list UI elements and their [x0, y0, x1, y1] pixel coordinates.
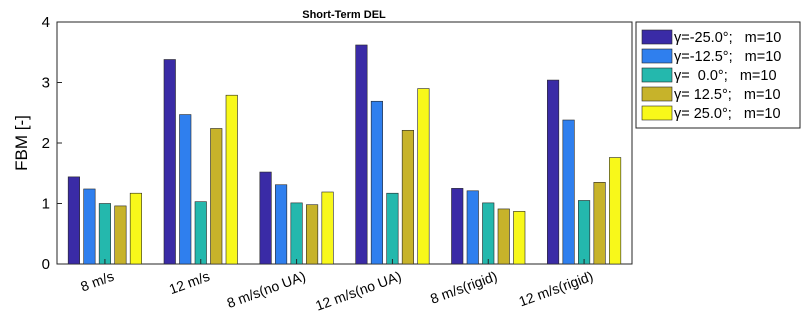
bar — [497, 208, 510, 265]
y-axis: 0 1 2 3 4 — [42, 14, 62, 273]
legend-label: γ=-25.0°; m=10 — [674, 30, 781, 46]
bar — [401, 129, 414, 265]
x-tick-label: 8 m/s — [78, 268, 116, 295]
x-tick-label: 12 m/s(no UA) — [313, 268, 403, 314]
legend: γ=-25.0°; m=10 γ=-12.5°; m=10 γ= 0.0°; m=1… — [635, 21, 801, 129]
bar — [321, 191, 334, 265]
legend-label: γ= 12.5°; m=10 — [674, 87, 781, 103]
bar — [179, 114, 192, 265]
bar — [210, 128, 223, 265]
legend-swatch — [641, 67, 673, 83]
legend-swatch — [641, 29, 673, 45]
bar — [194, 201, 207, 265]
legend-swatch — [641, 105, 673, 121]
y-tick-label: 4 — [42, 14, 50, 31]
x-tick-label: 8 m/s(rigid) — [428, 268, 499, 307]
bar — [98, 203, 111, 265]
x-tick-label: 8 m/s(no UA) — [225, 268, 308, 311]
bar — [114, 205, 127, 265]
bar — [163, 59, 176, 265]
bar — [370, 100, 383, 265]
legend-swatch — [641, 86, 673, 102]
bar — [593, 182, 606, 265]
y-axis-label: FBM [-] — [12, 115, 31, 171]
bar — [355, 44, 368, 265]
y-tick-label: 2 — [42, 135, 50, 152]
legend-swatch — [641, 48, 673, 64]
bar — [386, 192, 399, 265]
bar — [129, 192, 142, 265]
legend-label: γ= 25.0°; m=10 — [674, 106, 781, 122]
bar — [290, 202, 303, 265]
legend-label: γ= 0.0°; m=10 — [674, 68, 777, 84]
legend-label: γ=-12.5°; m=10 — [674, 49, 781, 65]
bar — [451, 188, 464, 265]
bars — [67, 44, 622, 265]
bar — [417, 88, 430, 265]
plot-area — [56, 21, 633, 265]
x-tick-label: 12 m/s(rigid) — [517, 268, 596, 310]
bar — [578, 200, 591, 265]
bar — [83, 188, 96, 265]
x-tick-label: 12 m/s — [167, 268, 212, 297]
bar — [562, 119, 575, 265]
chart-title: Short-Term DEL — [302, 9, 386, 21]
bar — [513, 211, 526, 265]
bar — [306, 204, 319, 265]
bar — [225, 94, 238, 265]
bar — [547, 79, 560, 265]
x-axis: 8 m/s 12 m/s 8 m/s(no UA) 12 m/s(no UA) 8 m/… — [78, 259, 595, 314]
bar — [466, 190, 479, 265]
y-tick-label: 1 — [42, 196, 50, 213]
y-tick-label: 0 — [42, 256, 50, 273]
bar — [482, 202, 495, 265]
y-tick-label: 3 — [42, 75, 50, 92]
bar — [259, 171, 272, 265]
bar — [67, 176, 80, 265]
bar — [609, 157, 622, 265]
bar — [275, 184, 288, 265]
